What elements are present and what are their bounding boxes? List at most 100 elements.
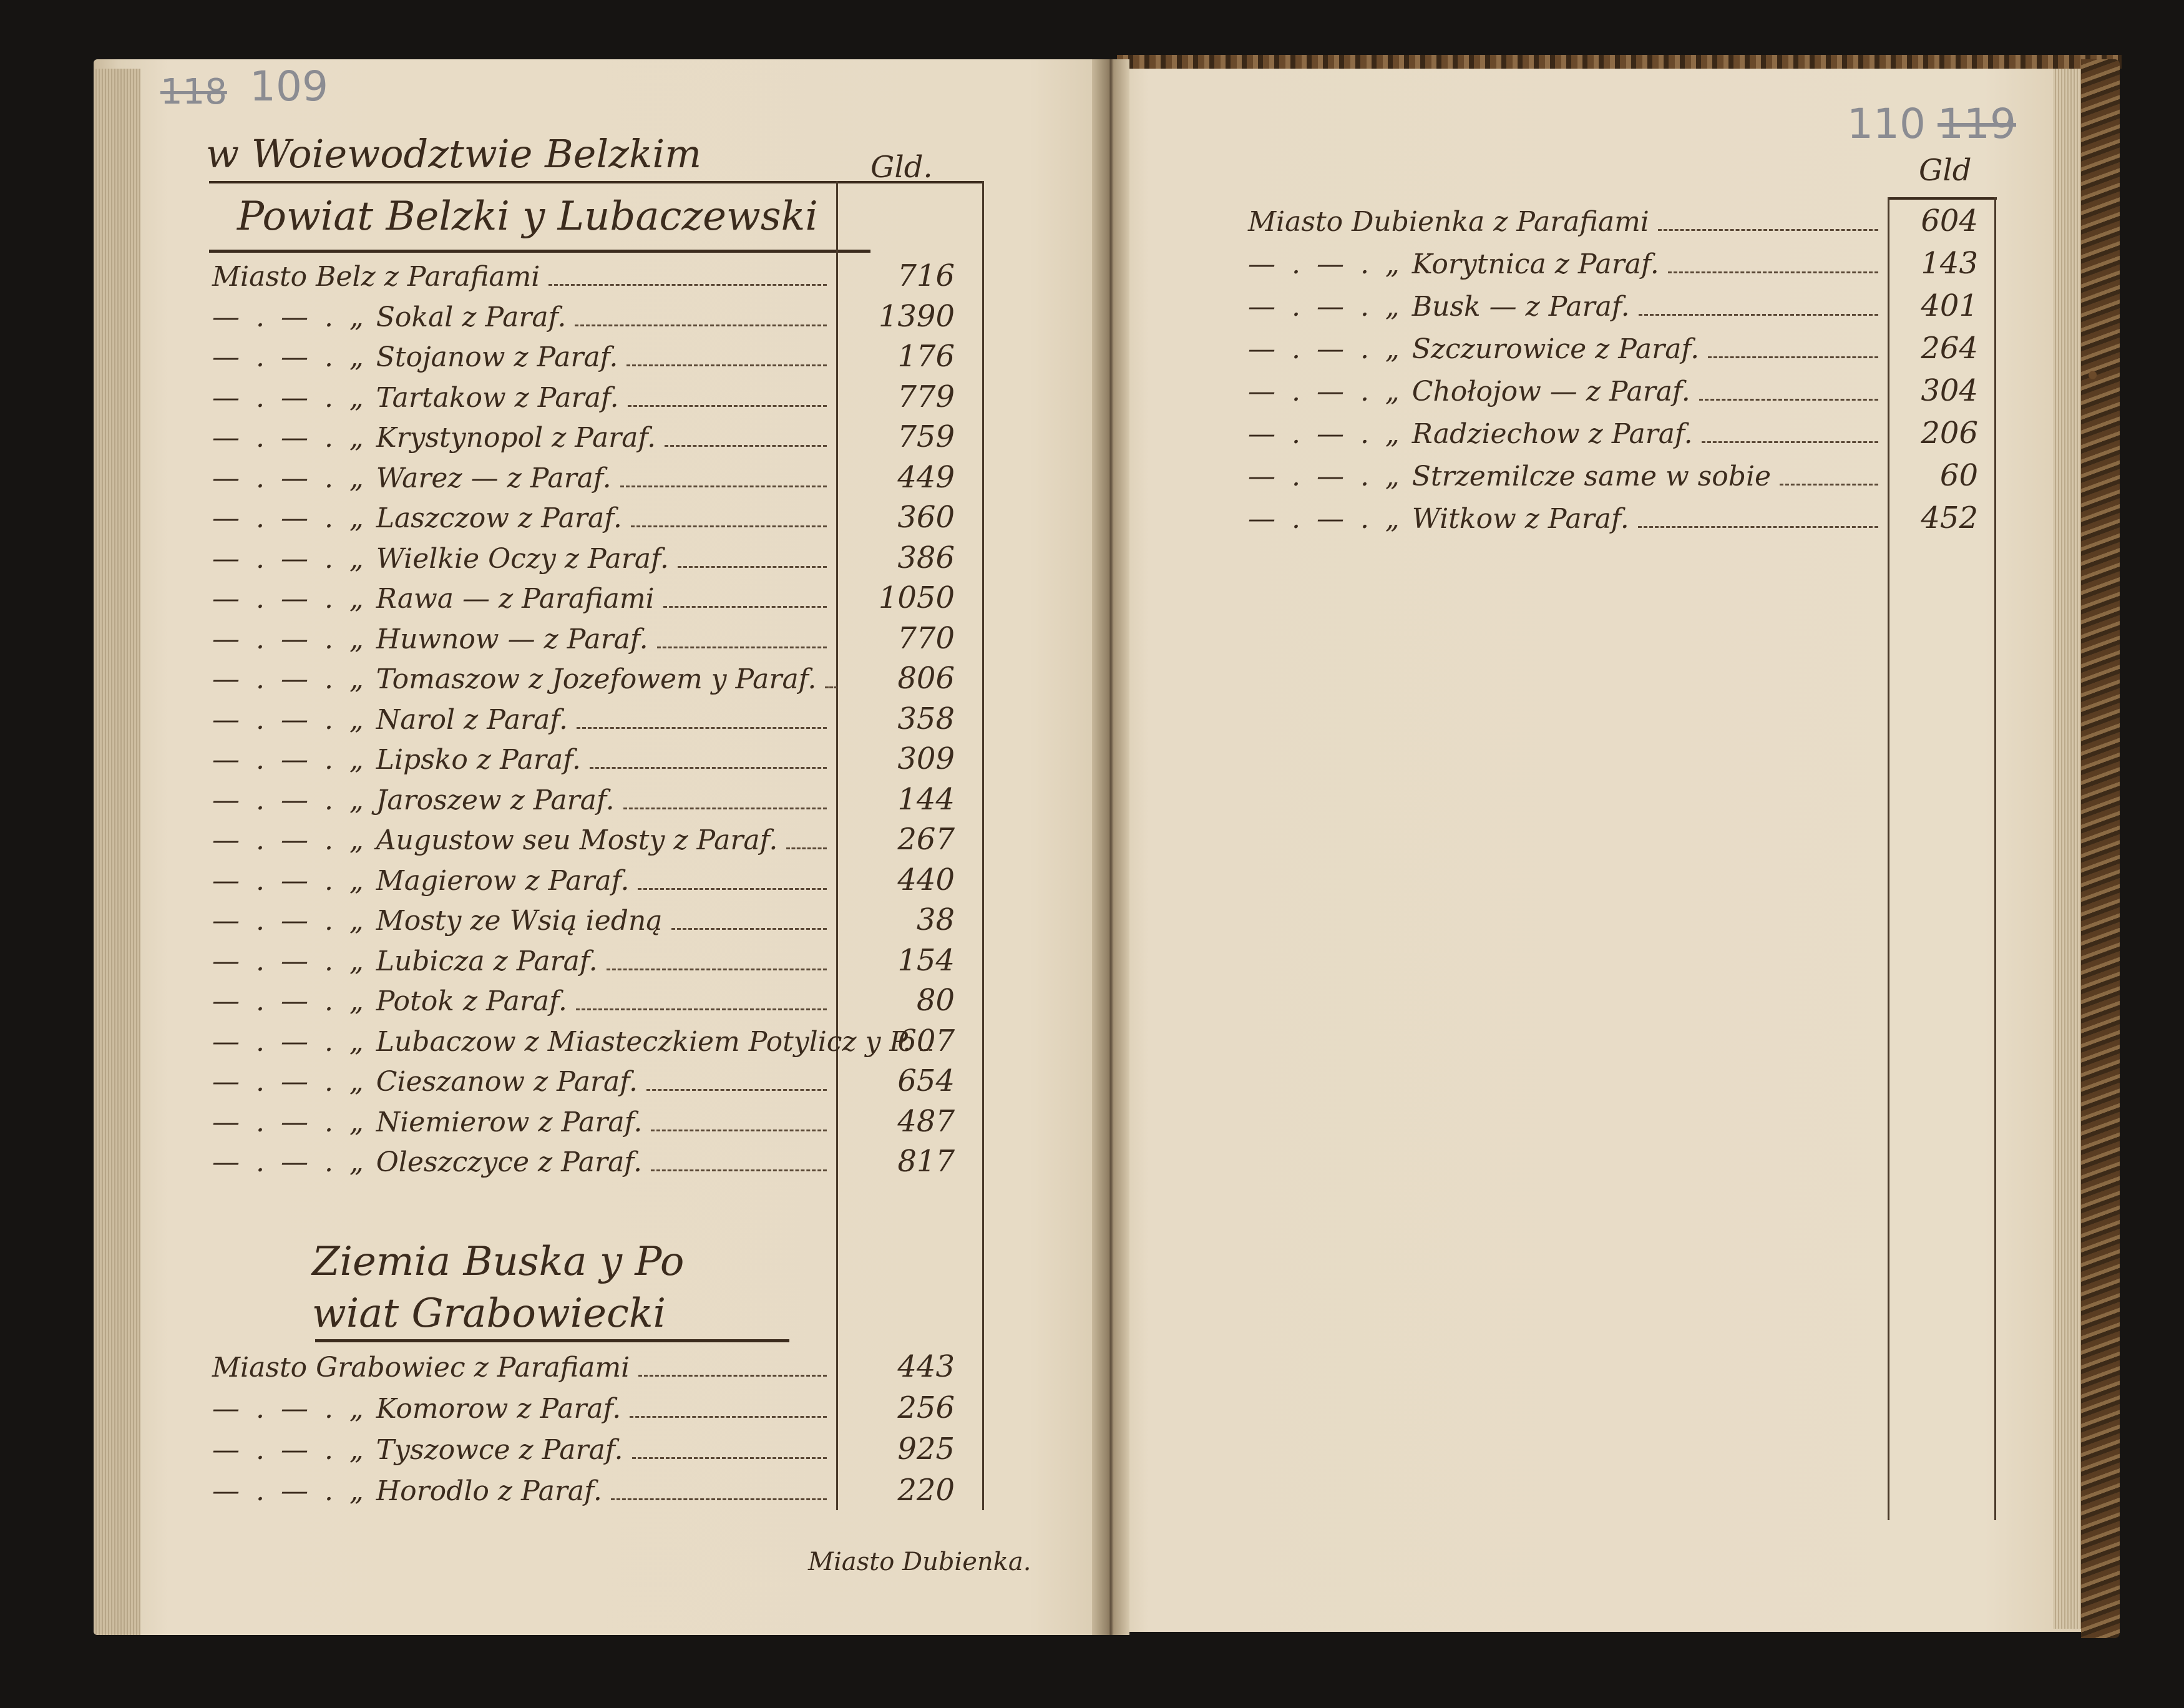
- list-item: — . — . „ Jaroszew z Paraf.: [212, 784, 833, 816]
- list-item: — . — . „ Radziechow z Paraf.: [1248, 418, 1884, 450]
- place-name: Strzemilcze same w sobie: [1411, 461, 1772, 492]
- place-name: Mosty ze Wsią iedną: [376, 905, 663, 937]
- list-item: — . — . „ Tomaszow z Jozefowem y Paraf.: [212, 663, 838, 695]
- ditto-leader: — . — . „: [212, 1106, 368, 1138]
- ditto-leader: — . — . „: [212, 542, 368, 575]
- place-name: Tomaszow z Jozefowem y Paraf.: [376, 663, 817, 695]
- value: 206: [1921, 416, 1978, 451]
- value: 264: [1921, 331, 1978, 366]
- list-item: — . — . „ Rawa — z Parafiami: [212, 583, 833, 615]
- dotted-leader: [1708, 356, 1878, 358]
- place-name: Niemierow z Paraf.: [376, 1106, 643, 1138]
- ditto-leader: — . — . „: [1248, 248, 1403, 280]
- value: 779: [897, 379, 955, 414]
- dotted-leader: [656, 646, 827, 648]
- place-name: Witkow z Paraf.: [1411, 503, 1629, 535]
- ditto-leader: — . — . „: [212, 703, 368, 736]
- ditto-leader: — . — . „: [212, 301, 368, 333]
- ditto-leader: — . — . „: [1248, 461, 1403, 492]
- dotted-leader: [1657, 229, 1878, 231]
- column-header: Gld: [1919, 153, 1972, 188]
- dotted-leader: [638, 887, 827, 890]
- list-item: — . — . „ Komorow z Paraf.: [212, 1393, 833, 1425]
- place-name: Korytnica z Paraf.: [1411, 248, 1659, 280]
- list-item: — . — . „ Mosty ze Wsią iedną: [212, 905, 833, 937]
- value: 309: [897, 741, 955, 776]
- place-name: Potok z Paraf.: [376, 985, 567, 1017]
- list-item: — . — . „ Potok z Paraf.: [212, 985, 833, 1017]
- ditto-leader: — . — . „: [212, 1025, 368, 1058]
- place-name: Jaroszew z Paraf.: [376, 784, 615, 816]
- dotted-leader: [606, 968, 827, 970]
- dotted-leader: [1701, 441, 1878, 443]
- place-name: Horodlo z Paraf.: [376, 1475, 602, 1507]
- ditto-leader: — . — . „: [1248, 291, 1403, 323]
- value: 770: [897, 620, 955, 656]
- dotted-leader: [786, 847, 827, 849]
- ditto-leader: — . — . „: [212, 663, 368, 695]
- book-gutter: [1092, 59, 1129, 1635]
- list-item: — . — . „ Horodlo z Paraf.: [212, 1475, 833, 1507]
- dotted-leader: [1780, 484, 1878, 486]
- column-header: Gld.: [870, 150, 933, 185]
- place-name: Lubicza z Paraf.: [376, 945, 598, 977]
- ditto-leader: — . — . „: [1248, 333, 1403, 365]
- value: 304: [1921, 373, 1978, 408]
- value: 449: [897, 459, 955, 495]
- ditto-leader: — . — . „: [212, 744, 368, 776]
- value: 452: [1921, 500, 1978, 535]
- ditto-leader: — . — . „: [212, 381, 368, 414]
- list-item: — . — . „ Krystynopol z Paraf.: [212, 422, 833, 454]
- heading-rule: [209, 181, 983, 183]
- value: 143: [1921, 246, 1978, 281]
- column-line: [1994, 197, 1996, 1520]
- dotted-leader: [665, 445, 827, 447]
- place-name: Warez — z Paraf.: [376, 462, 612, 494]
- section2-rule: [315, 1339, 789, 1342]
- place-name: Krystynopol z Paraf.: [376, 422, 656, 454]
- place-name: Radziechow z Paraf.: [1411, 418, 1693, 450]
- ditto-leader: — . — . „: [212, 985, 368, 1017]
- dotted-leader: [620, 485, 827, 487]
- place-name: Tartakow z Paraf.: [376, 381, 619, 414]
- page-edges-right: [2053, 69, 2081, 1629]
- list-item: — . — . „ Szczurowice z Paraf.: [1248, 333, 1884, 365]
- list-item: — . — . „ Korytnica z Paraf.: [1248, 248, 1884, 280]
- list-item: — . — . „ Lipsko z Paraf.: [212, 744, 833, 776]
- place-name: Busk — z Paraf.: [1411, 291, 1630, 323]
- value: 443: [897, 1349, 955, 1384]
- place-name: Komorow z Paraf.: [376, 1393, 622, 1425]
- ditto-leader: — . — . „: [1248, 503, 1403, 535]
- value: 144: [897, 781, 955, 817]
- value: 256: [897, 1390, 955, 1425]
- place-name: Lipsko z Paraf.: [376, 744, 581, 776]
- ditto-leader: — . — . „: [212, 502, 368, 534]
- ditto-leader: — . — . „: [212, 784, 368, 816]
- dotted-leader: [1637, 526, 1878, 528]
- ditto-leader: — . — . „: [212, 864, 368, 897]
- value: 60: [1939, 458, 1978, 493]
- value: 220: [897, 1473, 955, 1508]
- dotted-leader: [589, 767, 827, 769]
- dotted-leader: [575, 1008, 827, 1010]
- ditto-leader: — . — . „: [212, 1434, 368, 1466]
- column-top-rule: [1888, 197, 1997, 200]
- value: 654: [897, 1063, 955, 1098]
- list-item: Miasto Belz z Parafiami: [212, 261, 833, 293]
- page-number: 109: [250, 62, 328, 110]
- place-name: Magierow z Paraf.: [376, 864, 630, 897]
- dotted-leader: [651, 1129, 827, 1131]
- value: 386: [897, 540, 955, 575]
- dotted-leader: [626, 364, 827, 366]
- place-name: Wielkie Oczy z Paraf.: [376, 542, 669, 575]
- place-name: Oleszczyce z Paraf.: [376, 1146, 643, 1178]
- dotted-leader: [1699, 399, 1878, 401]
- dotted-leader: [627, 404, 827, 407]
- dotted-leader: [630, 1416, 827, 1418]
- list-item: — . — . „ Laszczow z Paraf.: [212, 502, 833, 534]
- value: 607: [897, 1023, 955, 1058]
- list-item: — . — . „ Tyszowce z Paraf.: [212, 1434, 833, 1466]
- place-name: Miasto Grabowiec z Parafiami: [212, 1352, 630, 1383]
- page-heading: w Woiewodztwie Belzkim: [206, 131, 702, 177]
